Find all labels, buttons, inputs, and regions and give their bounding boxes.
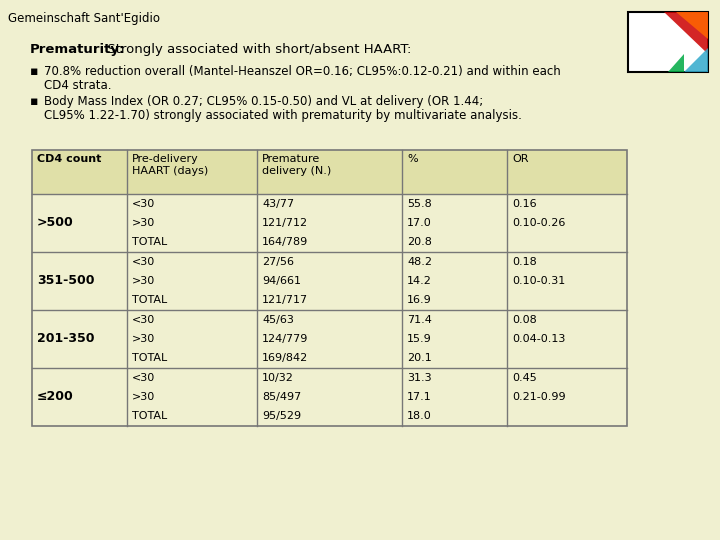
Text: >30: >30 <box>132 218 156 228</box>
Text: TOTAL: TOTAL <box>132 295 167 305</box>
Text: 0.21-0.99: 0.21-0.99 <box>512 392 566 402</box>
Text: <30: <30 <box>132 315 156 325</box>
Text: ≤200: ≤200 <box>37 390 73 403</box>
Text: 17.0: 17.0 <box>407 218 432 228</box>
Text: 14.2: 14.2 <box>407 276 432 286</box>
Text: OR: OR <box>512 154 528 164</box>
Text: 121/712: 121/712 <box>262 218 308 228</box>
Text: <30: <30 <box>132 199 156 208</box>
Text: 10/32: 10/32 <box>262 373 294 383</box>
Text: Gemeinschaft Sant'Egidio: Gemeinschaft Sant'Egidio <box>8 12 160 25</box>
Text: 31.3: 31.3 <box>407 373 431 383</box>
Text: Pre-delivery
HAART (days): Pre-delivery HAART (days) <box>132 154 208 177</box>
Text: >30: >30 <box>132 276 156 286</box>
Text: Premature
delivery (N.): Premature delivery (N.) <box>262 154 331 177</box>
Text: CD4 count: CD4 count <box>37 154 102 164</box>
Text: 48.2: 48.2 <box>407 256 432 267</box>
Bar <box>32 252 627 310</box>
Text: 16.9: 16.9 <box>407 295 432 305</box>
Text: <30: <30 <box>132 373 156 383</box>
Text: 18.0: 18.0 <box>407 411 432 421</box>
Text: 0.45: 0.45 <box>512 373 536 383</box>
Text: 15.9: 15.9 <box>407 334 432 344</box>
Text: 94/661: 94/661 <box>262 276 301 286</box>
Polygon shape <box>676 12 708 39</box>
Text: 95/529: 95/529 <box>262 411 301 421</box>
Bar <box>32 194 627 252</box>
Bar <box>32 368 627 426</box>
Text: 0.08: 0.08 <box>512 315 536 325</box>
Text: 169/842: 169/842 <box>262 353 308 363</box>
Text: TOTAL: TOTAL <box>132 411 167 421</box>
Text: ▪: ▪ <box>30 65 38 78</box>
Text: Body Mass Index (OR 0.27; CL95% 0.15-0.50) and VL at delivery (OR 1.44;: Body Mass Index (OR 0.27; CL95% 0.15-0.5… <box>44 95 483 108</box>
Text: 43/77: 43/77 <box>262 199 294 208</box>
Bar <box>32 150 627 194</box>
Text: Strongly associated with short/absent HAART:: Strongly associated with short/absent HA… <box>103 43 411 56</box>
Text: Prematurity:: Prematurity: <box>30 43 125 56</box>
Bar <box>628 12 708 72</box>
Text: CL95% 1.22-1.70) strongly associated with prematurity by multivariate analysis.: CL95% 1.22-1.70) strongly associated wit… <box>44 109 522 122</box>
Text: CD4 strata.: CD4 strata. <box>44 79 112 92</box>
Text: 55.8: 55.8 <box>407 199 432 208</box>
Polygon shape <box>668 54 684 72</box>
Text: >500: >500 <box>37 217 73 230</box>
Text: >30: >30 <box>132 392 156 402</box>
Text: 201-350: 201-350 <box>37 333 94 346</box>
Text: 351-500: 351-500 <box>37 274 94 287</box>
Text: >30: >30 <box>132 334 156 344</box>
Bar <box>32 150 627 426</box>
Text: 121/717: 121/717 <box>262 295 308 305</box>
Text: 0.10-0.31: 0.10-0.31 <box>512 276 565 286</box>
Text: 71.4: 71.4 <box>407 315 432 325</box>
Text: 45/63: 45/63 <box>262 315 294 325</box>
Text: 17.1: 17.1 <box>407 392 432 402</box>
Text: TOTAL: TOTAL <box>132 238 167 247</box>
Text: 20.8: 20.8 <box>407 238 432 247</box>
Polygon shape <box>684 48 708 72</box>
Text: %: % <box>407 154 418 164</box>
Text: 0.10-0.26: 0.10-0.26 <box>512 218 565 228</box>
Polygon shape <box>664 12 708 54</box>
Text: 20.1: 20.1 <box>407 353 432 363</box>
Text: ✦: ✦ <box>649 31 662 46</box>
Text: <30: <30 <box>132 256 156 267</box>
Text: 124/779: 124/779 <box>262 334 308 344</box>
Text: 70.8% reduction overall (Mantel-Heanszel OR=0.16; CL95%:0.12-0.21) and within ea: 70.8% reduction overall (Mantel-Heanszel… <box>44 65 561 78</box>
Text: 85/497: 85/497 <box>262 392 301 402</box>
Text: 0.16: 0.16 <box>512 199 536 208</box>
Text: 164/789: 164/789 <box>262 238 308 247</box>
Text: TOTAL: TOTAL <box>132 353 167 363</box>
Bar <box>32 310 627 368</box>
Text: 27/56: 27/56 <box>262 256 294 267</box>
Text: ▪: ▪ <box>30 95 38 108</box>
Text: 0.04-0.13: 0.04-0.13 <box>512 334 565 344</box>
Text: 0.18: 0.18 <box>512 256 536 267</box>
